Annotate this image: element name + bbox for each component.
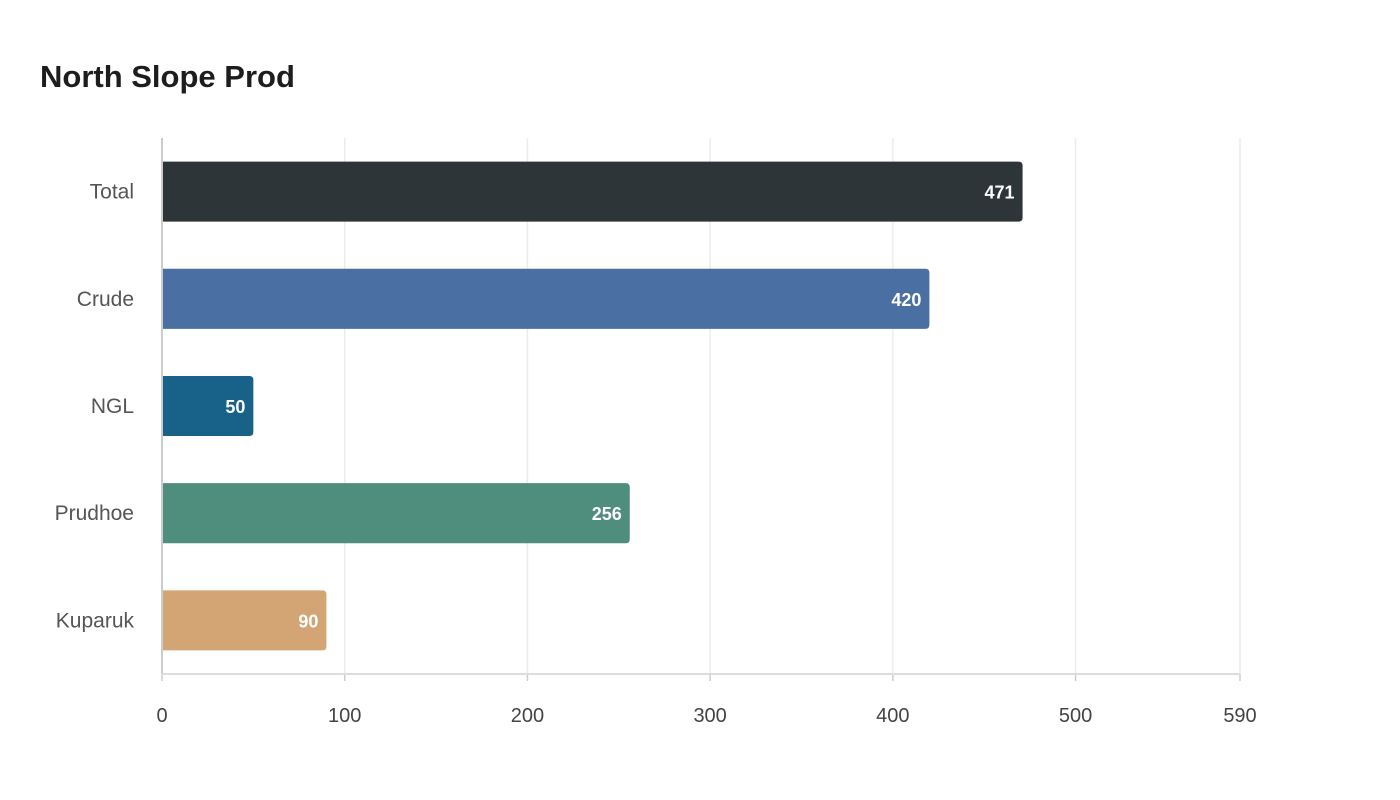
category-labels: Total Crude NGL Prudhoe Kuparuk [55, 181, 135, 633]
x-tick-label-1: 100 [328, 705, 361, 727]
chart-title: North Slope Prod [40, 59, 295, 94]
data-labels: 471 420 50 256 90 [225, 183, 1014, 632]
bars [162, 161, 1023, 651]
x-tick-label-0: 0 [156, 705, 167, 727]
data-label-prudhoe: 256 [592, 504, 622, 524]
data-label-total: 471 [985, 183, 1015, 203]
bar-crude [162, 268, 930, 329]
bar-ngl [162, 375, 254, 437]
x-tick-label-6: 590 [1223, 705, 1256, 727]
category-label-ngl: NGL [91, 395, 134, 418]
x-tick-label-4: 400 [876, 705, 909, 727]
tick-labels: 0 100 200 300 400 500 590 [156, 705, 1256, 727]
category-label-kuparuk: Kuparuk [56, 609, 135, 632]
category-label-total: Total [90, 181, 134, 204]
data-label-kuparuk: 90 [298, 611, 318, 631]
axes [161, 138, 1241, 681]
bar-total [162, 161, 1023, 222]
grid-lines [343, 138, 1241, 674]
data-label-ngl: 50 [225, 397, 245, 417]
bar-kuparuk [162, 590, 327, 651]
data-label-crude: 420 [891, 290, 921, 310]
category-label-prudhoe: Prudhoe [55, 502, 134, 525]
x-tick-label-3: 300 [693, 705, 726, 727]
bar-prudhoe [162, 483, 630, 544]
category-label-crude: Crude [77, 288, 134, 311]
x-tick-label-2: 200 [511, 705, 544, 727]
x-tick-label-5: 500 [1059, 705, 1092, 727]
